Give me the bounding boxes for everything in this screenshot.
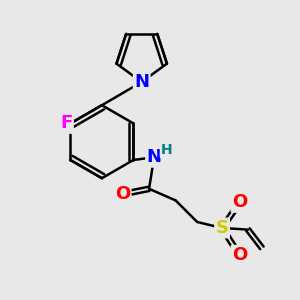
Text: H: H <box>161 143 172 157</box>
Text: O: O <box>232 246 247 264</box>
Text: O: O <box>232 194 247 211</box>
Text: S: S <box>216 219 229 237</box>
Text: O: O <box>115 185 130 203</box>
Text: N: N <box>147 148 162 166</box>
Text: F: F <box>60 115 72 133</box>
Text: N: N <box>134 73 149 91</box>
